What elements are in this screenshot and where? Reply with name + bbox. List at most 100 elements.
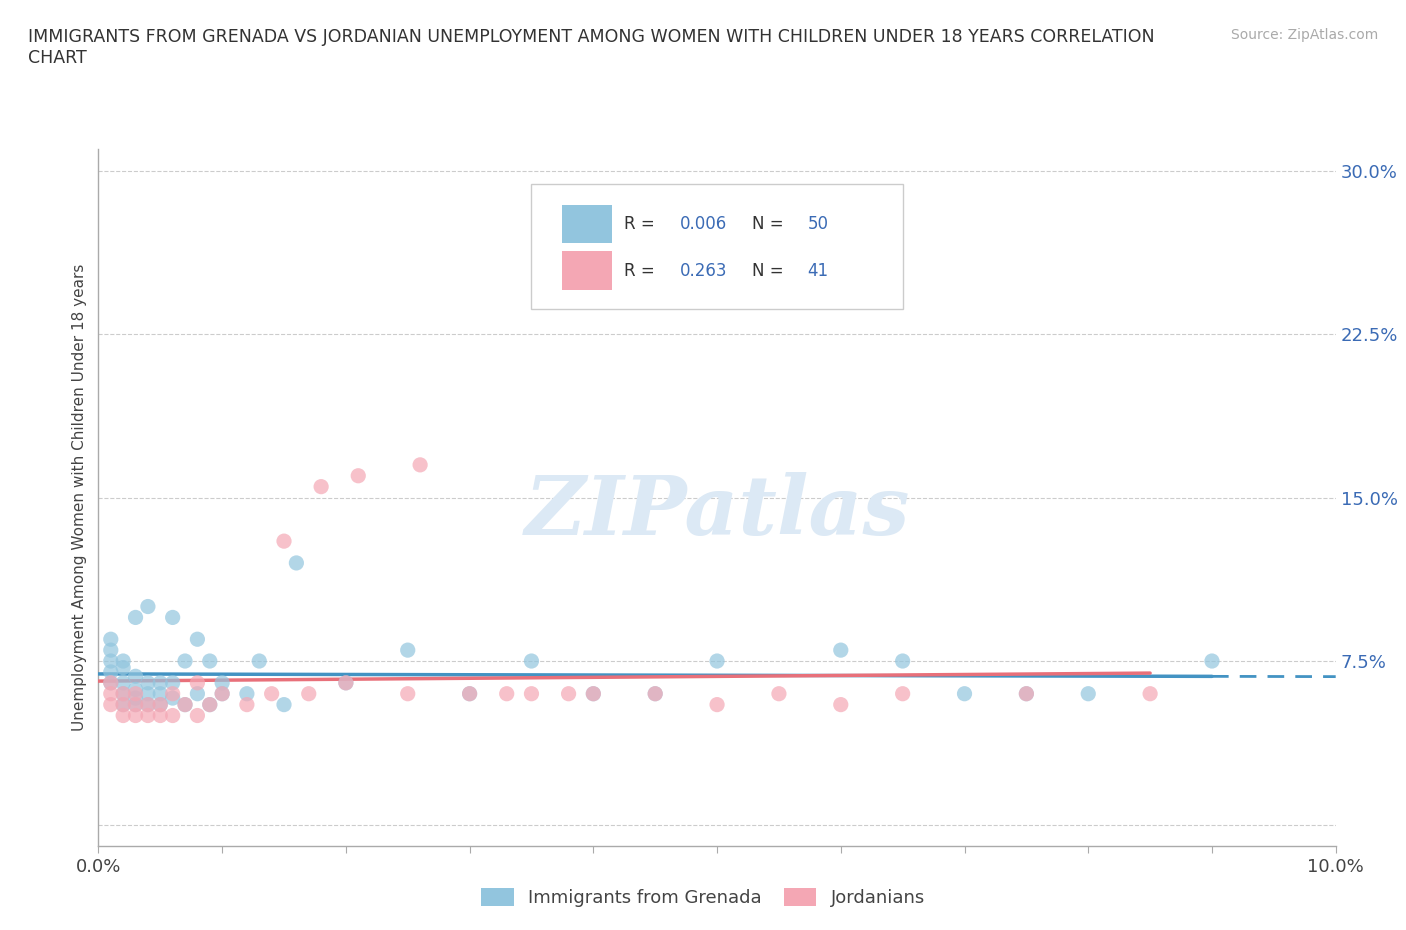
Point [149, 675, 172, 690]
Point [136, 698, 159, 712]
Point [112, 686, 135, 701]
Text: ZIPatlas: ZIPatlas [524, 472, 910, 551]
Point [124, 698, 146, 712]
Point [273, 698, 295, 712]
Point [830, 643, 852, 658]
Point [186, 686, 208, 701]
Point [186, 631, 208, 646]
Point [309, 479, 332, 494]
Point [396, 686, 419, 701]
Point [162, 686, 184, 701]
Point [100, 664, 122, 679]
Point [112, 660, 135, 675]
Point [891, 654, 914, 669]
Point [520, 654, 543, 669]
Point [136, 708, 159, 723]
Point [162, 708, 184, 723]
Text: N =: N = [752, 215, 789, 233]
Point [1077, 686, 1099, 701]
Point [100, 654, 122, 669]
Point [830, 698, 852, 712]
Point [162, 610, 184, 625]
Text: R =: R = [624, 215, 661, 233]
Point [112, 654, 135, 669]
Point [136, 599, 159, 614]
Point [347, 469, 370, 484]
Text: 41: 41 [807, 262, 828, 280]
Point [112, 675, 135, 690]
Point [335, 675, 357, 690]
Point [100, 631, 122, 646]
Point [198, 654, 221, 669]
FancyBboxPatch shape [562, 205, 612, 243]
Point [124, 708, 146, 723]
Point [112, 698, 135, 712]
Point [100, 698, 122, 712]
Point [285, 555, 308, 570]
Point [174, 698, 197, 712]
Y-axis label: Unemployment Among Women with Children Under 18 years: Unemployment Among Women with Children U… [72, 264, 87, 731]
Point [557, 686, 579, 701]
Point [458, 686, 481, 701]
Text: N =: N = [752, 262, 789, 280]
Point [1201, 654, 1223, 669]
Point [1015, 686, 1038, 701]
Point [458, 686, 481, 701]
Point [124, 610, 146, 625]
Point [409, 458, 432, 472]
Point [136, 686, 159, 701]
Point [298, 686, 321, 701]
Point [124, 686, 146, 701]
Text: Source: ZipAtlas.com: Source: ZipAtlas.com [1230, 28, 1378, 42]
Point [236, 698, 259, 712]
Point [136, 675, 159, 690]
Point [112, 686, 135, 701]
Point [149, 708, 172, 723]
Point [124, 691, 146, 706]
Text: IMMIGRANTS FROM GRENADA VS JORDANIAN UNEMPLOYMENT AMONG WOMEN WITH CHILDREN UNDE: IMMIGRANTS FROM GRENADA VS JORDANIAN UNE… [28, 28, 1154, 67]
Point [100, 686, 122, 701]
Point [149, 698, 172, 712]
Point [520, 686, 543, 701]
Point [273, 534, 295, 549]
Point [100, 675, 122, 690]
Point [706, 654, 728, 669]
Point [124, 682, 146, 697]
Point [247, 654, 270, 669]
Point [260, 686, 283, 701]
Point [644, 686, 666, 701]
Point [149, 686, 172, 701]
FancyBboxPatch shape [562, 251, 612, 290]
Point [768, 686, 790, 701]
Point [174, 654, 197, 669]
Point [100, 675, 122, 690]
Point [495, 686, 517, 701]
Point [1015, 686, 1038, 701]
Point [149, 698, 172, 712]
Point [891, 686, 914, 701]
Point [162, 675, 184, 690]
Point [136, 698, 159, 712]
Point [953, 686, 976, 701]
Point [396, 643, 419, 658]
Point [186, 708, 208, 723]
Text: 50: 50 [807, 215, 828, 233]
Text: R =: R = [624, 262, 661, 280]
Point [198, 698, 221, 712]
Point [644, 686, 666, 701]
Point [706, 698, 728, 712]
Point [211, 675, 233, 690]
Point [124, 698, 146, 712]
Point [211, 686, 233, 701]
Point [174, 698, 197, 712]
Point [112, 698, 135, 712]
Point [1139, 686, 1161, 701]
Point [100, 643, 122, 658]
Point [582, 686, 605, 701]
Point [198, 698, 221, 712]
Legend: Immigrants from Grenada, Jordanians: Immigrants from Grenada, Jordanians [472, 879, 934, 916]
Point [582, 686, 605, 701]
Point [112, 708, 135, 723]
Point [186, 675, 208, 690]
Point [211, 686, 233, 701]
